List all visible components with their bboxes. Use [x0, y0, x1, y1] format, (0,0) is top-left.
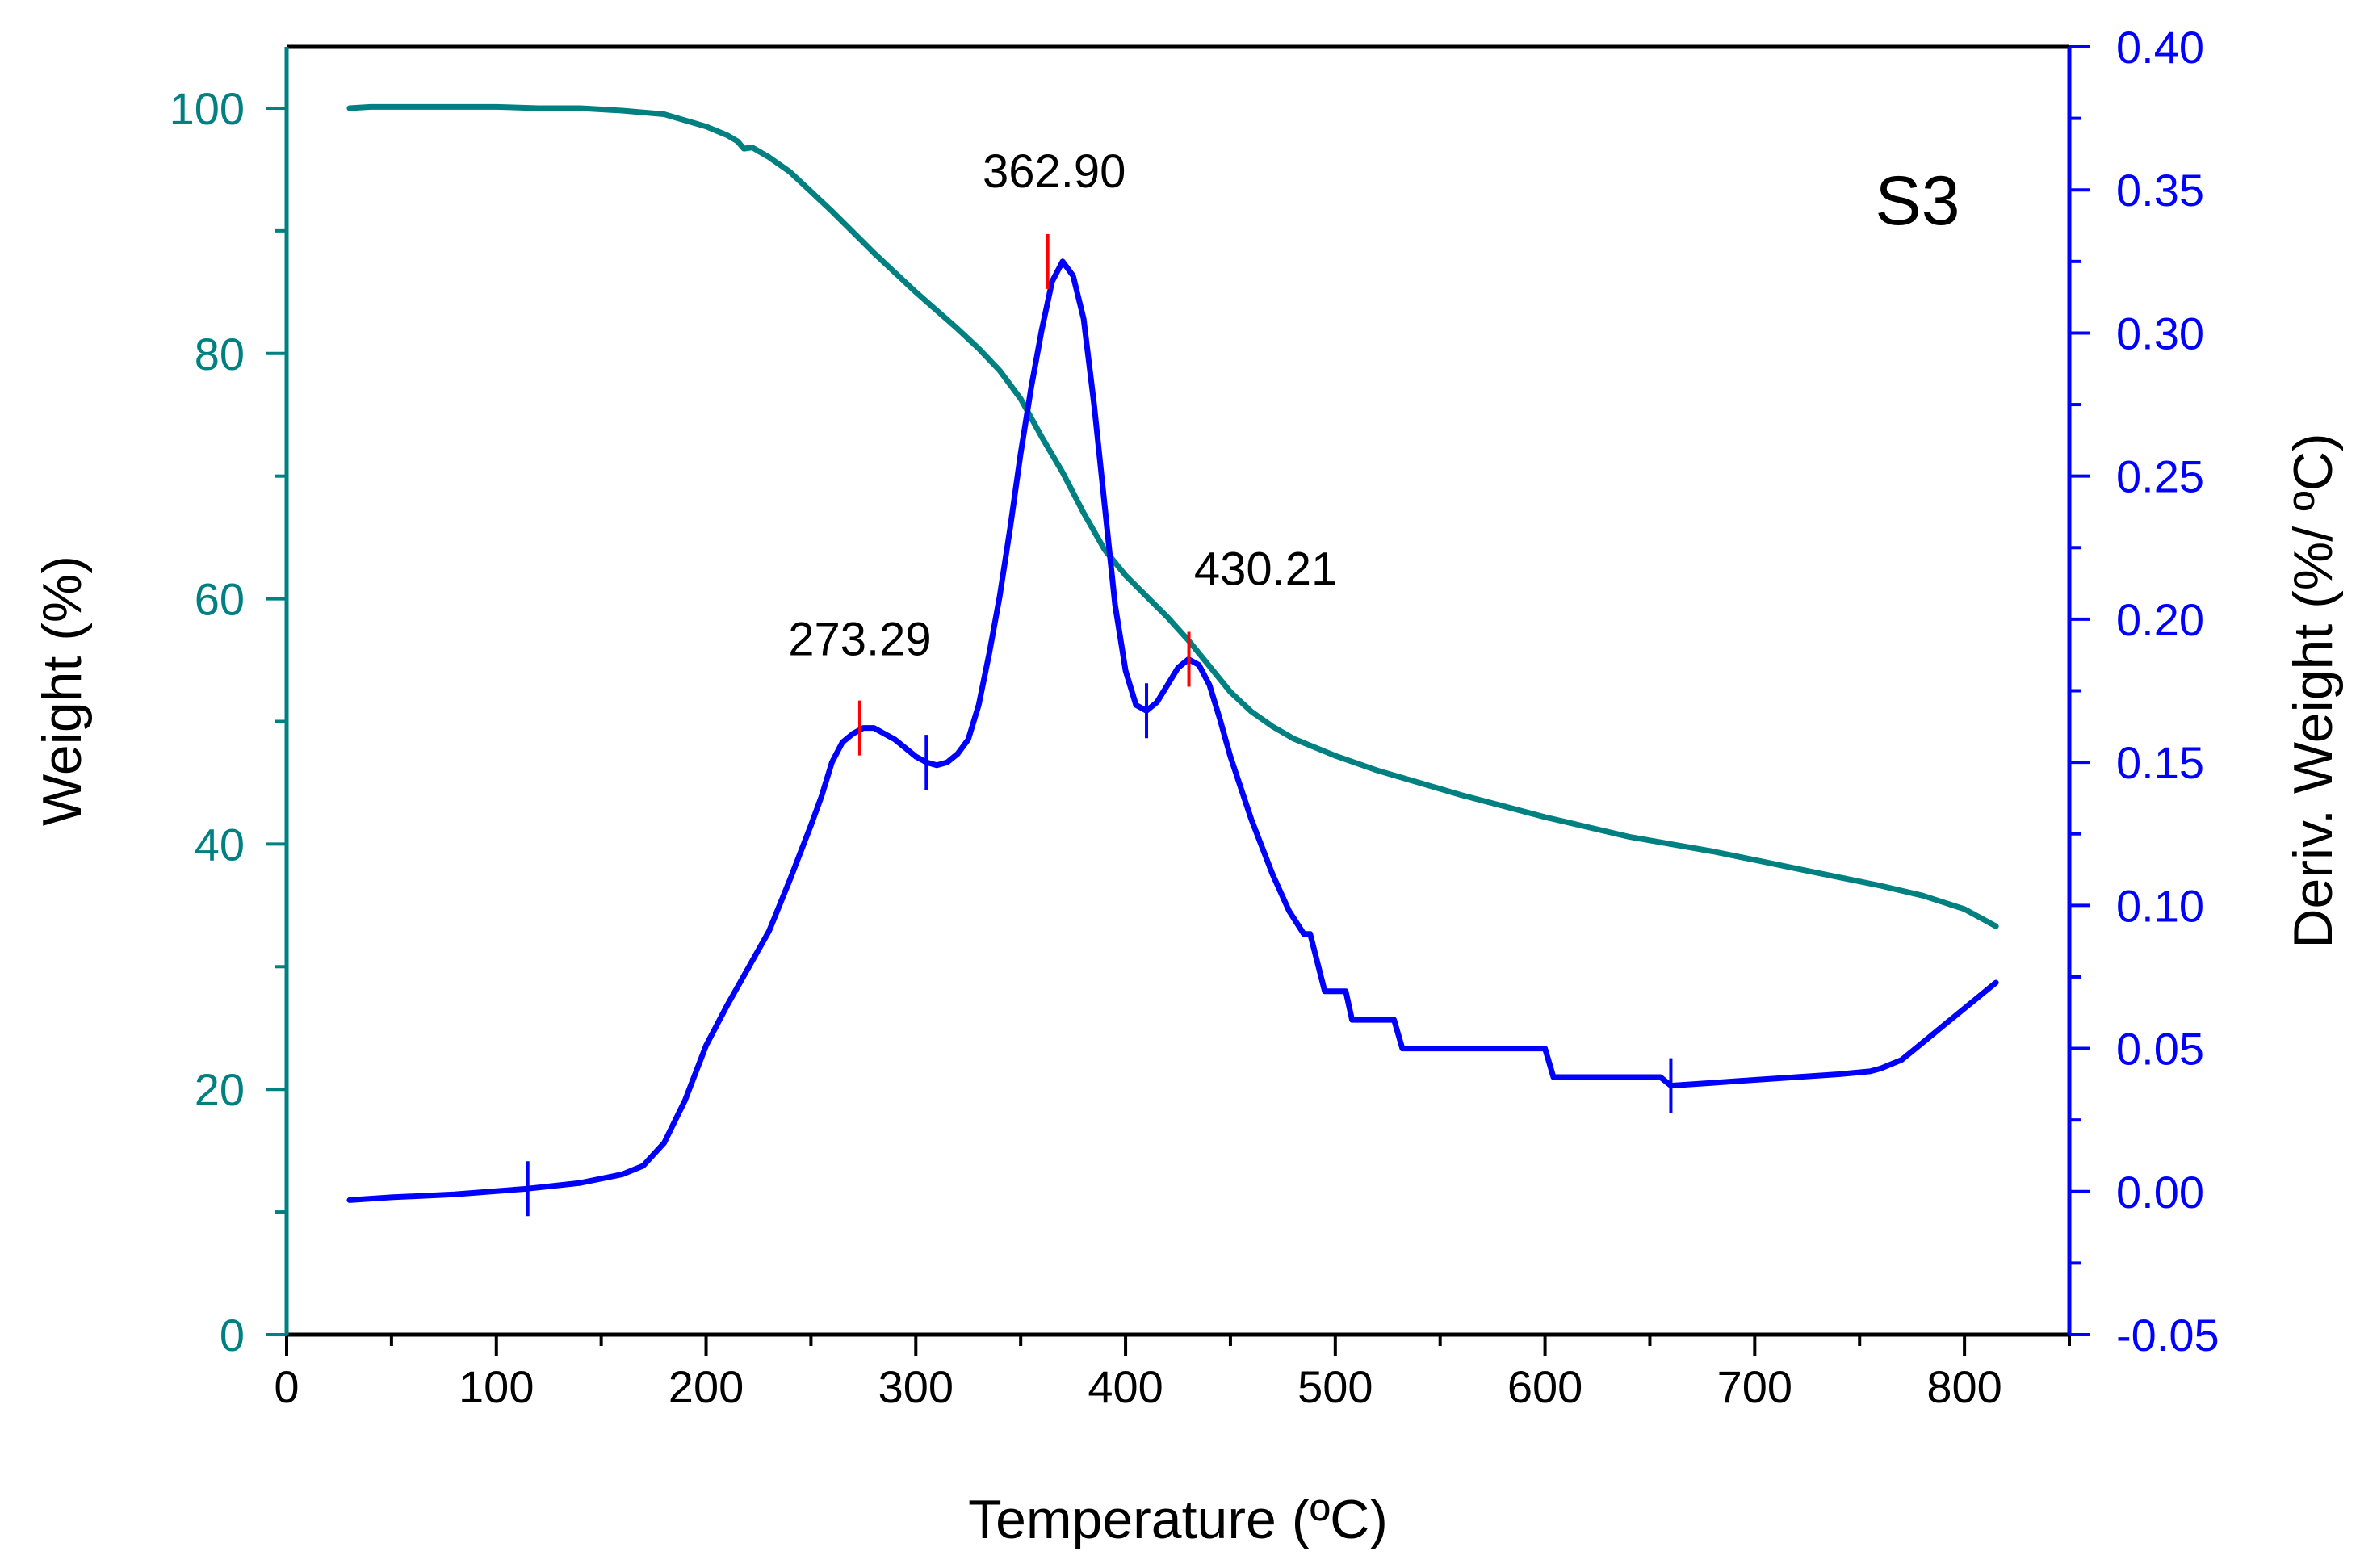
x-tick-label: 800	[1926, 1361, 2002, 1412]
x-tick-label: 400	[1088, 1361, 1163, 1412]
tick-marks	[266, 45, 2090, 1356]
y-axis-right-title: Deriv. Weight (%/ ºC)	[2282, 433, 2344, 948]
x-tick-label: 500	[1297, 1361, 1373, 1412]
weight-series-line	[346, 103, 1999, 929]
deriv-weight-series-line	[346, 258, 1999, 1203]
y-left-tick-label: 40	[195, 819, 245, 870]
x-tick-label: 0	[274, 1361, 299, 1412]
y-left-tick-label: 20	[195, 1064, 245, 1115]
y-left-tick-label: 80	[195, 329, 245, 379]
y-right-tick-label: 0.40	[2116, 22, 2204, 73]
y-left-tick-label: 100	[170, 83, 245, 134]
y-left-tick-label: 60	[195, 574, 245, 625]
y-left-tick-label: 0	[220, 1310, 245, 1360]
axes-frame	[284, 44, 2072, 1337]
y-right-tick-label: 0.30	[2116, 308, 2204, 358]
peak-label: 430.21	[1194, 543, 1337, 596]
panel-label: S3	[1875, 162, 1960, 240]
y-right-tick-label: 0.20	[2116, 594, 2204, 645]
peak-label: 362.90	[983, 145, 1126, 198]
x-tick-label: 600	[1507, 1361, 1582, 1412]
y-right-tick-label: 0.15	[2116, 737, 2204, 788]
labels: Temperature (ºC) Weight (%) Deriv. Weigh…	[31, 22, 2344, 1550]
y-right-tick-label: 0.00	[2116, 1167, 2204, 1218]
markers	[526, 233, 1673, 1217]
x-tick-label: 200	[669, 1361, 744, 1412]
y-right-tick-label: 0.05	[2116, 1024, 2204, 1075]
series-layer	[346, 103, 1999, 1203]
peak-label: 273.29	[788, 614, 931, 666]
y-right-tick-label: 0.35	[2116, 165, 2204, 216]
x-tick-label: 700	[1717, 1361, 1792, 1412]
x-tick-label: 100	[459, 1361, 534, 1412]
x-tick-label: 300	[878, 1361, 954, 1412]
y-axis-left-title: Weight (%)	[31, 556, 93, 826]
y-right-tick-label: -0.05	[2116, 1310, 2220, 1360]
x-axis-title: Temperature (ºC)	[968, 1489, 1388, 1550]
y-right-tick-label: 0.10	[2116, 880, 2204, 931]
y-right-tick-label: 0.25	[2116, 451, 2204, 502]
